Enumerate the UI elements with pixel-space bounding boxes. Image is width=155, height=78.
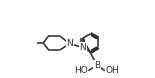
Text: B: B — [94, 61, 100, 69]
Text: HO: HO — [74, 66, 87, 75]
Text: OH: OH — [106, 66, 119, 75]
Text: N: N — [66, 39, 73, 48]
Text: N: N — [79, 43, 86, 52]
